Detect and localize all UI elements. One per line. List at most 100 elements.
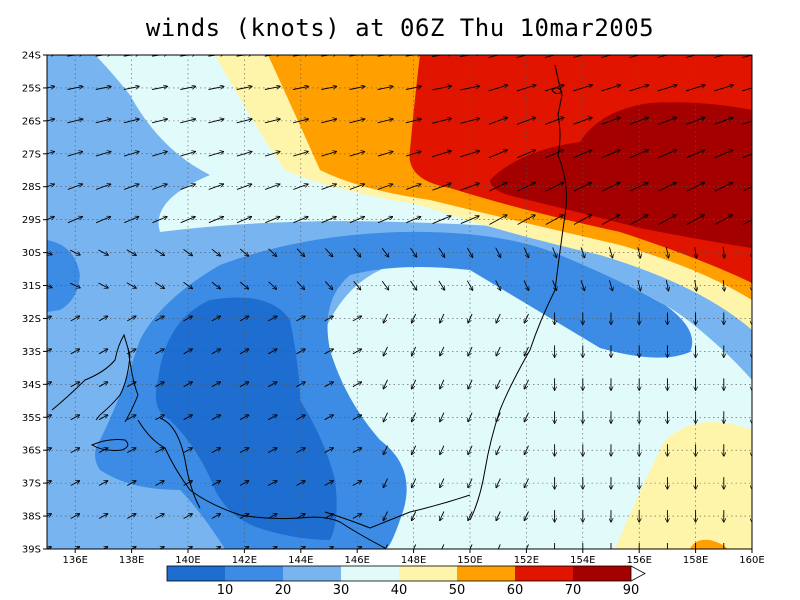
- wind-arrow: [377, 152, 393, 157]
- wind-arrow: [126, 415, 136, 421]
- wind-arrow: [601, 150, 620, 159]
- wind-arrow: [123, 55, 140, 57]
- wind-arrow: [496, 511, 501, 521]
- colorbar-frame: [166, 565, 632, 582]
- wind-arrow: [321, 152, 337, 157]
- wind-arrow: [516, 85, 536, 92]
- wind-arrow: [629, 55, 649, 58]
- colorbar-swatch: [457, 566, 515, 581]
- y-tick-label: 32S: [22, 314, 41, 325]
- wind-arrow: [180, 184, 196, 190]
- wind-arrow: [638, 247, 641, 258]
- wind-arrow: [657, 55, 677, 58]
- wind-arrow: [383, 445, 388, 455]
- wind-arrow: [466, 280, 472, 291]
- wind-arrow: [580, 280, 585, 290]
- wind-arrow: [405, 86, 421, 90]
- wind-arrow: [714, 150, 733, 159]
- wind-arrow: [236, 152, 252, 157]
- wind-arrow: [714, 215, 733, 225]
- field-60-se: [690, 539, 728, 549]
- wind-arrow: [265, 184, 280, 190]
- wind-arrow: [151, 119, 167, 124]
- wind-arrow: [381, 280, 389, 290]
- wind-arrow: [211, 248, 221, 256]
- y-tick-label: 27S: [22, 149, 41, 160]
- wind-arrow: [95, 119, 111, 124]
- wind-arrow: [405, 119, 421, 124]
- wind-arrow: [742, 55, 752, 58]
- wind-arrow: [67, 86, 83, 90]
- wind-arrow: [124, 184, 139, 190]
- wind-arrow: [383, 379, 388, 389]
- wind-arrow: [239, 415, 249, 421]
- wind-arrow: [524, 478, 529, 488]
- wind-arrow: [496, 412, 501, 422]
- wind-arrow: [468, 478, 473, 488]
- wind-arrow: [377, 184, 393, 190]
- wind-arrow: [271, 547, 277, 549]
- wind-arrow: [152, 86, 167, 90]
- wind-arrow: [412, 313, 417, 323]
- wind-arrow: [516, 117, 536, 125]
- wind-arrow: [293, 184, 308, 190]
- wind-arrow: [489, 215, 507, 225]
- wind-arrow: [686, 117, 705, 125]
- wind-arrow: [155, 448, 164, 453]
- wind-arrow: [95, 184, 111, 190]
- wind-arrow: [239, 481, 249, 486]
- wind-arrow: [98, 316, 108, 322]
- wind-arrow: [70, 481, 80, 486]
- y-tick-label: 36S: [22, 446, 41, 457]
- wind-arrow: [98, 249, 109, 255]
- wind-arrow: [296, 514, 305, 519]
- colorbar: 10 20 30 40 50 60 70 90: [166, 565, 646, 598]
- wind-arrow: [123, 119, 139, 124]
- wind-arrow: [544, 55, 564, 58]
- wind-arrow: [638, 280, 641, 291]
- wind-arrow: [239, 316, 249, 322]
- wind-arrow: [352, 415, 362, 421]
- wind-arrow: [460, 118, 479, 124]
- wind-arrow: [239, 281, 248, 289]
- wind-arrow: [460, 55, 480, 57]
- y-tick-label: 38S: [22, 512, 41, 523]
- wind-arrow: [686, 215, 705, 225]
- wind-arrow: [180, 55, 196, 57]
- wind-arrow: [236, 86, 252, 90]
- wind-arrow: [215, 547, 221, 549]
- wind-arrow: [468, 445, 473, 455]
- wind-arrow: [468, 313, 473, 323]
- wind-arrow: [432, 151, 451, 158]
- wind-arrow: [47, 316, 52, 321]
- wind-arrow: [70, 316, 80, 322]
- wind-arrow: [488, 117, 508, 125]
- wind-arrow: [552, 280, 557, 290]
- wind-arrow: [383, 478, 388, 488]
- wind-arrow: [265, 217, 280, 224]
- wind-arrow: [47, 349, 52, 354]
- x-tick-label: 138E: [119, 555, 144, 566]
- wind-arrow: [47, 415, 52, 420]
- field-50-se: [615, 422, 752, 549]
- colorbar-label: 20: [275, 583, 292, 598]
- sa-border: [159, 417, 201, 509]
- y-tick-label: 28S: [22, 182, 41, 193]
- spencer-gulf-coast: [51, 333, 131, 421]
- wind-arrow: [126, 382, 136, 388]
- x-tick-label: 150E: [457, 555, 482, 566]
- wind-arrow: [293, 217, 309, 224]
- wind-arrow: [124, 217, 139, 224]
- wind-arrow: [524, 412, 529, 422]
- colorbar-label: 10: [217, 583, 234, 598]
- wind-arrow: [383, 511, 388, 521]
- wind-arrow: [126, 448, 136, 453]
- wind-arrow: [47, 283, 52, 287]
- wind-arrow: [268, 281, 277, 290]
- wind-arrow: [267, 316, 277, 322]
- wind-arrow: [67, 184, 83, 190]
- wind-arrow: [151, 55, 168, 57]
- wind-arrow: [432, 216, 451, 225]
- wind-arrow: [496, 544, 501, 549]
- wind-arrow: [152, 217, 168, 224]
